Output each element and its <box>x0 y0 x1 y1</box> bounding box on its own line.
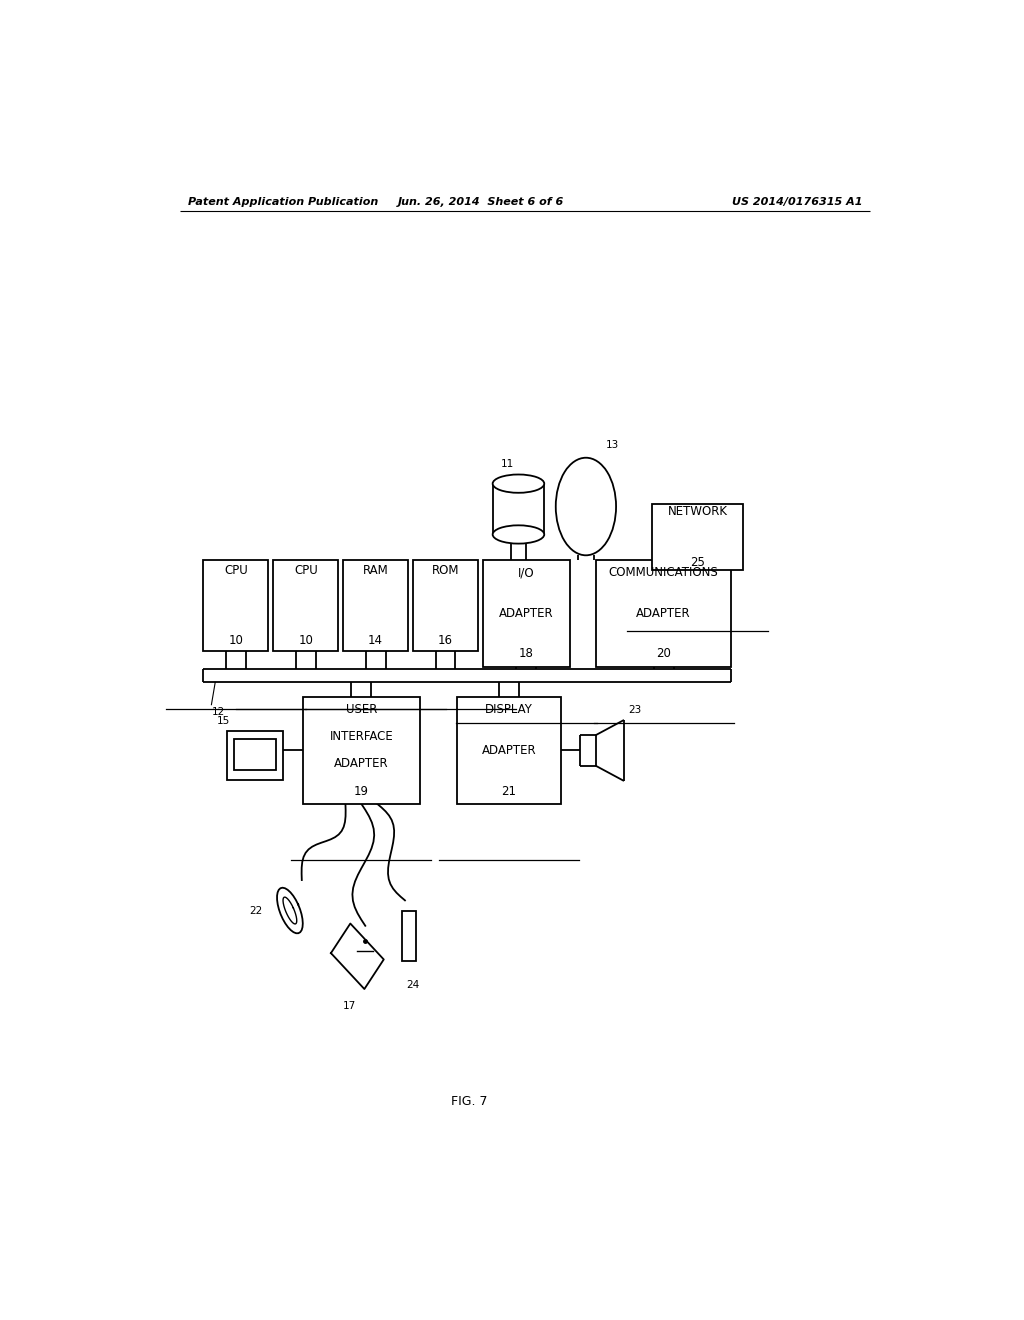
Text: INTERFACE: INTERFACE <box>330 730 393 743</box>
Bar <box>401 911 416 961</box>
Text: 10: 10 <box>228 634 244 647</box>
Text: 16: 16 <box>438 634 453 647</box>
Bar <box>233 739 276 770</box>
Text: ROM: ROM <box>432 565 459 577</box>
Bar <box>273 560 338 651</box>
Polygon shape <box>278 888 303 933</box>
Polygon shape <box>331 924 384 989</box>
Text: NETWORK: NETWORK <box>668 506 727 519</box>
Bar <box>204 560 268 651</box>
Text: US 2014/0176315 A1: US 2014/0176315 A1 <box>731 197 862 207</box>
Text: 10: 10 <box>298 634 313 647</box>
Text: ADAPTER: ADAPTER <box>334 758 389 771</box>
Text: ADAPTER: ADAPTER <box>499 607 554 619</box>
Text: DISPLAY: DISPLAY <box>485 704 532 717</box>
Bar <box>482 560 570 667</box>
Text: USER: USER <box>346 704 377 717</box>
Text: 23: 23 <box>628 705 641 715</box>
Text: 20: 20 <box>656 647 671 660</box>
Text: Jun. 26, 2014  Sheet 6 of 6: Jun. 26, 2014 Sheet 6 of 6 <box>398 197 564 207</box>
Text: 21: 21 <box>502 784 516 797</box>
Text: 14: 14 <box>368 634 383 647</box>
Text: CPU: CPU <box>224 565 248 577</box>
Text: 22: 22 <box>249 906 262 916</box>
Text: 24: 24 <box>407 979 420 990</box>
Bar <box>596 560 731 667</box>
Text: 11: 11 <box>501 459 514 470</box>
Ellipse shape <box>493 525 544 544</box>
Text: CPU: CPU <box>294 565 317 577</box>
Text: 13: 13 <box>606 440 618 450</box>
Ellipse shape <box>556 458 616 556</box>
Text: FIG. 7: FIG. 7 <box>451 1096 487 1107</box>
Bar <box>227 731 283 780</box>
Text: RAM: RAM <box>362 565 388 577</box>
Bar <box>458 697 560 804</box>
Text: 15: 15 <box>217 715 229 726</box>
Text: 18: 18 <box>519 647 534 660</box>
Text: COMMUNICATIONS: COMMUNICATIONS <box>609 566 719 579</box>
Text: I/O: I/O <box>518 566 535 579</box>
Text: 12: 12 <box>211 708 224 717</box>
Ellipse shape <box>493 474 544 492</box>
Bar <box>303 697 420 804</box>
Text: ADAPTER: ADAPTER <box>481 744 537 756</box>
Text: 19: 19 <box>354 784 369 797</box>
Bar <box>413 560 478 651</box>
Text: 17: 17 <box>343 1001 356 1011</box>
Text: ADAPTER: ADAPTER <box>636 607 691 619</box>
Bar <box>652 504 743 570</box>
Bar <box>343 560 409 651</box>
Text: Patent Application Publication: Patent Application Publication <box>187 197 378 207</box>
Text: 25: 25 <box>690 556 705 569</box>
